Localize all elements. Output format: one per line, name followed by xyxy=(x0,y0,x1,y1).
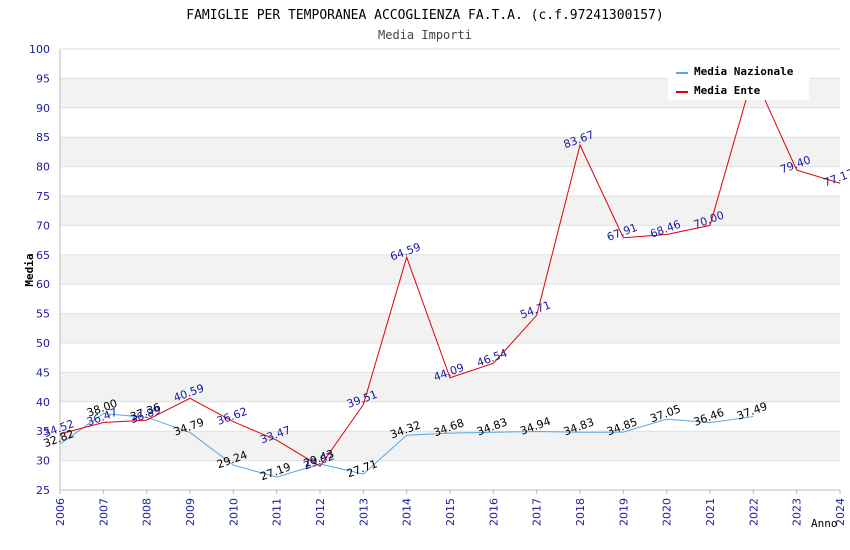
y-tick-label: 40 xyxy=(36,396,50,409)
grid-band xyxy=(60,284,840,314)
x-tick-label: 2019 xyxy=(617,498,630,526)
grid-band xyxy=(60,254,840,285)
y-tick-label: 70 xyxy=(36,219,50,232)
y-axis-label: Media xyxy=(23,253,36,286)
x-tick-label: 2009 xyxy=(184,498,197,526)
x-tick-label: 2016 xyxy=(487,498,500,526)
x-tick-label: 2010 xyxy=(227,498,240,526)
y-tick-label: 50 xyxy=(36,337,50,350)
grid-band xyxy=(60,107,840,138)
x-tick-label: 2023 xyxy=(791,498,804,526)
y-tick-label: 30 xyxy=(36,455,50,468)
y-tick-label: 65 xyxy=(36,249,50,262)
x-tick-label: 2024 xyxy=(834,498,847,526)
x-tick-label: 2015 xyxy=(444,498,457,526)
x-tick-label: 2020 xyxy=(661,498,674,526)
y-tick-label: 80 xyxy=(36,161,50,174)
chart-title: FAMIGLIE PER TEMPORANEA ACCOGLIENZA FA.T… xyxy=(186,8,663,23)
x-tick-label: 2008 xyxy=(141,498,154,526)
series-lines xyxy=(59,72,841,478)
x-tick-label: 2014 xyxy=(401,498,414,526)
grid-bands xyxy=(60,48,840,491)
grid-band xyxy=(60,343,840,373)
x-tick-label: 2013 xyxy=(357,498,370,526)
series-line-media-ente xyxy=(59,72,841,468)
y-tick-label: 25 xyxy=(36,484,50,497)
y-tick-label: 35 xyxy=(36,425,50,438)
x-tick-label: 2007 xyxy=(97,498,110,526)
x-tick-label: 2022 xyxy=(747,498,760,526)
y-tick-label: 95 xyxy=(36,72,50,85)
y-tick-label: 55 xyxy=(36,308,50,321)
y-tick-label: 75 xyxy=(36,190,50,203)
x-tick-label: 2012 xyxy=(314,498,327,526)
grid-band xyxy=(60,313,840,343)
legend: Media Nazionale Media Ente xyxy=(668,60,809,100)
legend-box xyxy=(668,60,809,100)
grid-band xyxy=(60,166,840,196)
x-tick-label: 2018 xyxy=(574,498,587,526)
grid-band xyxy=(60,460,840,490)
grid-band xyxy=(60,225,840,255)
y-tick-label: 60 xyxy=(36,278,50,291)
legend-label-media-ente: Media Ente xyxy=(694,84,761,97)
axes: 25 30 35 40 45 50 55 60 65 70 75 80 85 90 95 100 2006 200… xyxy=(29,43,847,526)
y-tick-label: 85 xyxy=(36,131,50,144)
y-tick-label: 45 xyxy=(36,366,50,379)
series-line-media-nazionale xyxy=(59,413,754,478)
chart-subtitle: Media Importi xyxy=(378,28,472,42)
x-tick-label: 2006 xyxy=(54,498,67,526)
y-tick-label: 100 xyxy=(29,43,50,56)
y-tick-label: 90 xyxy=(36,102,50,115)
x-tick-label: 2021 xyxy=(704,498,717,526)
x-tick-label: 2011 xyxy=(271,498,284,526)
grid-band xyxy=(60,196,840,226)
grid-band xyxy=(60,431,840,461)
grid-band xyxy=(60,401,840,432)
grid-band xyxy=(60,137,840,167)
legend-label-media-nazionale: Media Nazionale xyxy=(694,65,794,78)
x-axis-label: Anno xyxy=(811,517,838,530)
x-tick-label: 2017 xyxy=(531,498,544,526)
